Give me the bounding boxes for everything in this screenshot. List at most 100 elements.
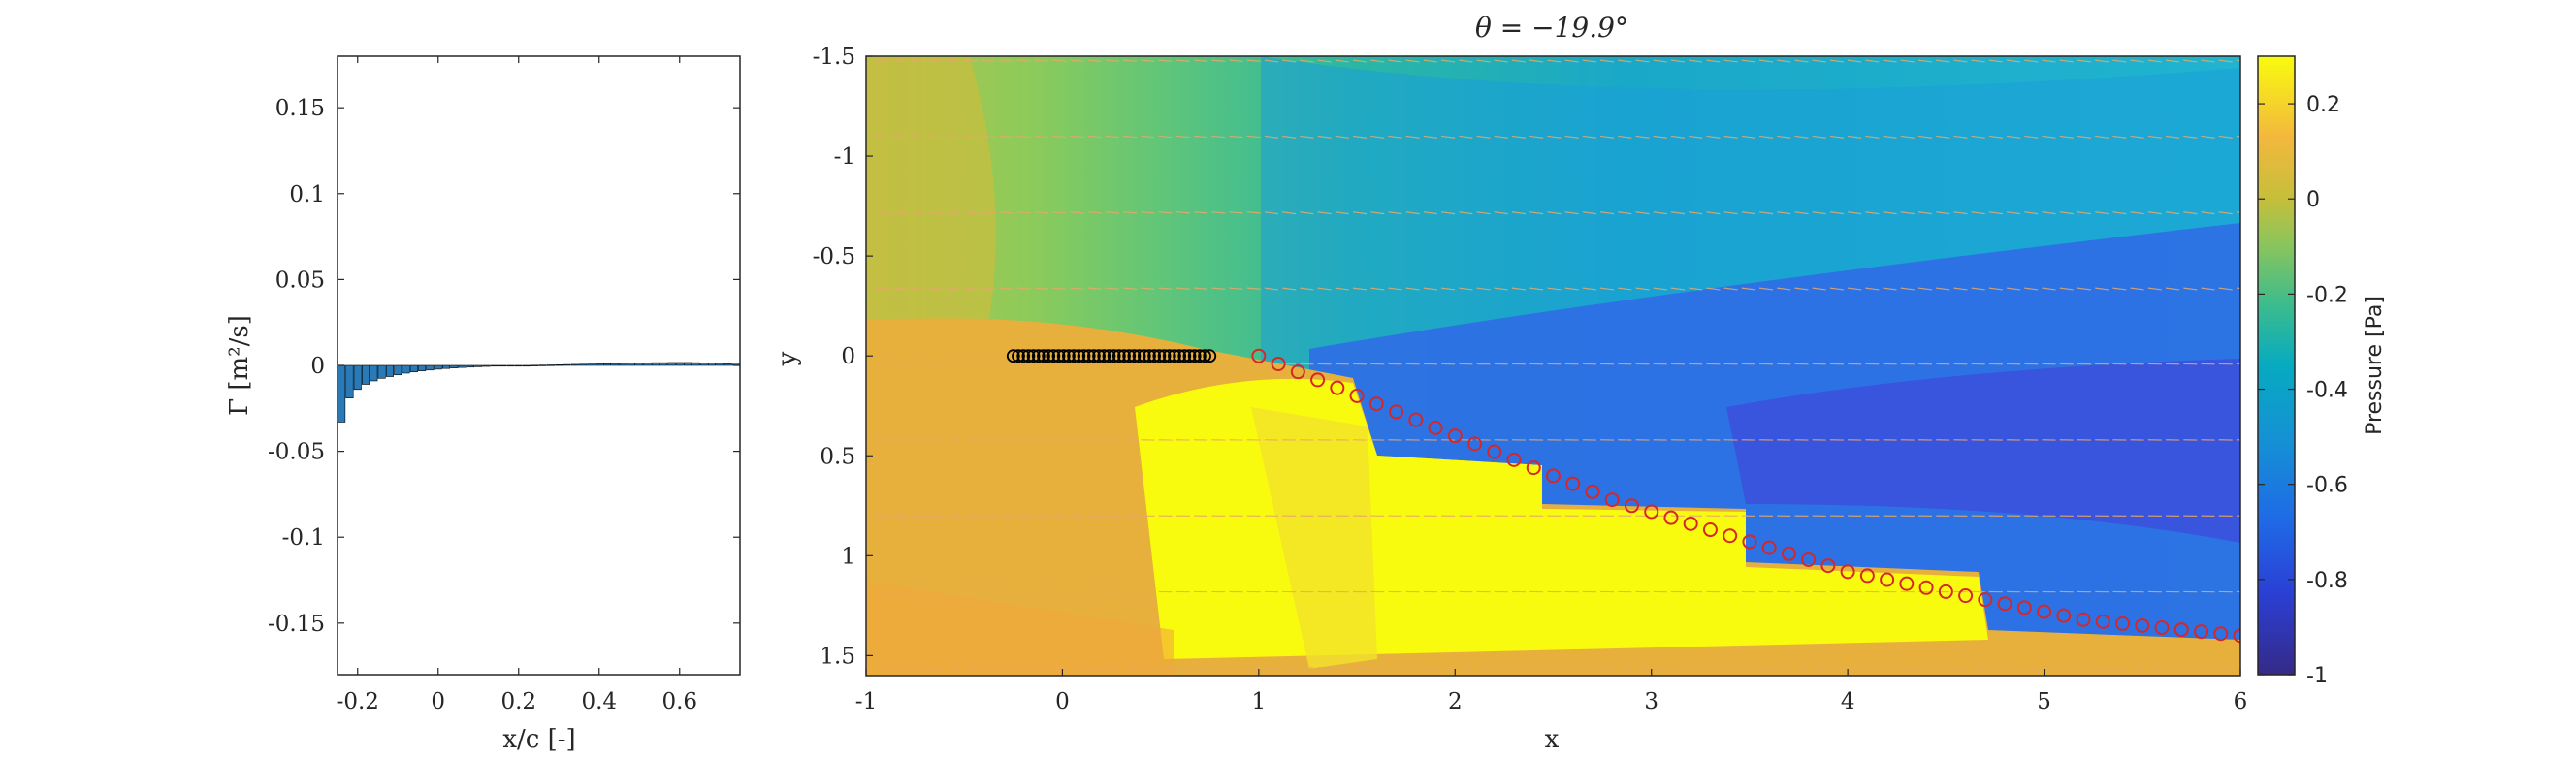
flow-arrow bbox=[1618, 59, 1632, 63]
circulation-bar bbox=[426, 364, 435, 371]
flow-arrow bbox=[1618, 135, 1632, 139]
flow-arrow bbox=[1564, 59, 1579, 63]
flow-arrow bbox=[1988, 59, 2003, 63]
flow-arrow bbox=[946, 287, 961, 290]
wake-point bbox=[1585, 484, 1600, 499]
flow-arrow bbox=[1476, 211, 1491, 215]
right-y-tick-label: -0.5 bbox=[813, 244, 855, 269]
wake-point bbox=[2233, 628, 2240, 644]
flow-arrow bbox=[1194, 287, 1208, 290]
flow-arrow bbox=[2024, 59, 2039, 63]
flow-arrow bbox=[946, 59, 961, 62]
plate-point bbox=[1102, 349, 1116, 363]
flow-arrow bbox=[2165, 211, 2180, 215]
wake-point bbox=[2194, 624, 2209, 640]
wake-point bbox=[1271, 356, 1286, 371]
right-x-tick-label: 1 bbox=[1252, 689, 1267, 714]
circulation-bar bbox=[660, 362, 668, 366]
flow-arrow bbox=[2147, 211, 2162, 215]
colorbar-tick-label: -0.2 bbox=[2306, 283, 2348, 307]
flow-arrow bbox=[1052, 59, 1067, 62]
flow-arrow bbox=[1370, 211, 1385, 215]
wake-point bbox=[1938, 584, 1953, 599]
colorbar-ticks: 0.2 0 -0.2 -0.4 -0.6 -0.8 -1 bbox=[2258, 93, 2348, 688]
flow-arrow bbox=[1777, 59, 1791, 63]
wake-point bbox=[1487, 444, 1502, 459]
circulation-bar bbox=[563, 363, 571, 366]
circulation-bar bbox=[531, 364, 539, 366]
flow-arrow bbox=[1405, 211, 1420, 215]
flow-arrow bbox=[1971, 211, 1985, 215]
flow-arrow bbox=[1158, 211, 1173, 214]
circulation-bar bbox=[418, 364, 427, 371]
flow-arrow bbox=[1229, 211, 1243, 214]
flow-arrow bbox=[1070, 211, 1084, 214]
flow-arrow bbox=[1547, 59, 1562, 63]
colorbar: 0.2 0 -0.2 -0.4 -0.6 -0.8 -1 Pressure [Pa] bbox=[2257, 55, 2387, 688]
plate-point bbox=[1127, 349, 1142, 363]
flow-arrow bbox=[1936, 135, 1950, 139]
flow-arrow bbox=[1723, 135, 1738, 139]
wake-point bbox=[1644, 504, 1659, 520]
plate-point bbox=[1137, 349, 1151, 363]
flow-arrow bbox=[1494, 59, 1508, 63]
circulation-bar bbox=[523, 364, 531, 367]
plate-point bbox=[1177, 349, 1192, 363]
flow-arrow bbox=[1988, 135, 2003, 139]
flow-arrow bbox=[1087, 135, 1102, 139]
wake-point bbox=[1310, 372, 1326, 388]
flow-arrow bbox=[1441, 59, 1456, 63]
flow-arrow bbox=[1582, 59, 1596, 63]
flow-arrow bbox=[2236, 287, 2240, 290]
plate-point bbox=[1168, 349, 1181, 363]
flow-arrow bbox=[1476, 287, 1491, 291]
flow-arrow bbox=[1352, 135, 1368, 139]
left-y-tick-label: 0.15 bbox=[275, 96, 325, 121]
flow-arrow bbox=[1370, 287, 1385, 291]
flow-arrow bbox=[1405, 287, 1420, 291]
flow-arrow bbox=[2165, 59, 2180, 63]
left-y-tick-label: 0 bbox=[310, 354, 325, 379]
plate-point bbox=[1097, 349, 1111, 363]
flow-arrow bbox=[1635, 211, 1650, 215]
flow-arrow bbox=[1564, 211, 1579, 215]
plate-point bbox=[1006, 349, 1020, 363]
plate-point bbox=[1107, 349, 1121, 363]
flow-arrow bbox=[1511, 211, 1527, 215]
flow-arrow bbox=[1723, 211, 1738, 215]
flow-arrow bbox=[1670, 135, 1686, 139]
left-y-axis-label: Γ [m²/s] bbox=[225, 315, 254, 416]
circulation-bar bbox=[692, 362, 700, 366]
flow-arrow bbox=[1335, 59, 1349, 63]
flow-arrow bbox=[1052, 287, 1067, 290]
flow-arrow bbox=[1689, 59, 1703, 63]
flow-arrow bbox=[1706, 211, 1721, 215]
flow-arrow bbox=[1917, 135, 1933, 139]
flow-arrow bbox=[893, 59, 908, 62]
flow-arrow bbox=[1352, 287, 1368, 291]
flow-arrow bbox=[1689, 211, 1703, 215]
flow-arrow bbox=[1158, 135, 1173, 139]
circulation-bar bbox=[555, 363, 564, 366]
flow-arrow bbox=[2130, 287, 2144, 291]
flow-arrow bbox=[1794, 59, 1809, 63]
plate-point bbox=[1037, 349, 1050, 363]
flow-arrow bbox=[1282, 59, 1297, 63]
flow-arrow bbox=[1848, 211, 1862, 215]
flow-arrow bbox=[876, 287, 890, 290]
flow-arrow bbox=[1758, 59, 1774, 63]
flow-arrow bbox=[1829, 59, 1845, 63]
flow-arrow bbox=[1158, 287, 1173, 290]
left-y-tick-label: 0.1 bbox=[289, 182, 325, 207]
flow-arrow bbox=[2236, 135, 2240, 138]
flow-arrow bbox=[2059, 135, 2074, 139]
bottom-left-region bbox=[866, 582, 1174, 676]
flow-arrow bbox=[1105, 211, 1120, 214]
wake-point bbox=[1467, 436, 1483, 452]
flow-arrow bbox=[1388, 59, 1402, 63]
circulation-bar bbox=[611, 363, 620, 366]
wake-point bbox=[2016, 600, 2032, 615]
flow-arrow bbox=[1423, 59, 1437, 63]
flow-arrow bbox=[1511, 287, 1527, 291]
flow-arrow bbox=[964, 135, 979, 139]
